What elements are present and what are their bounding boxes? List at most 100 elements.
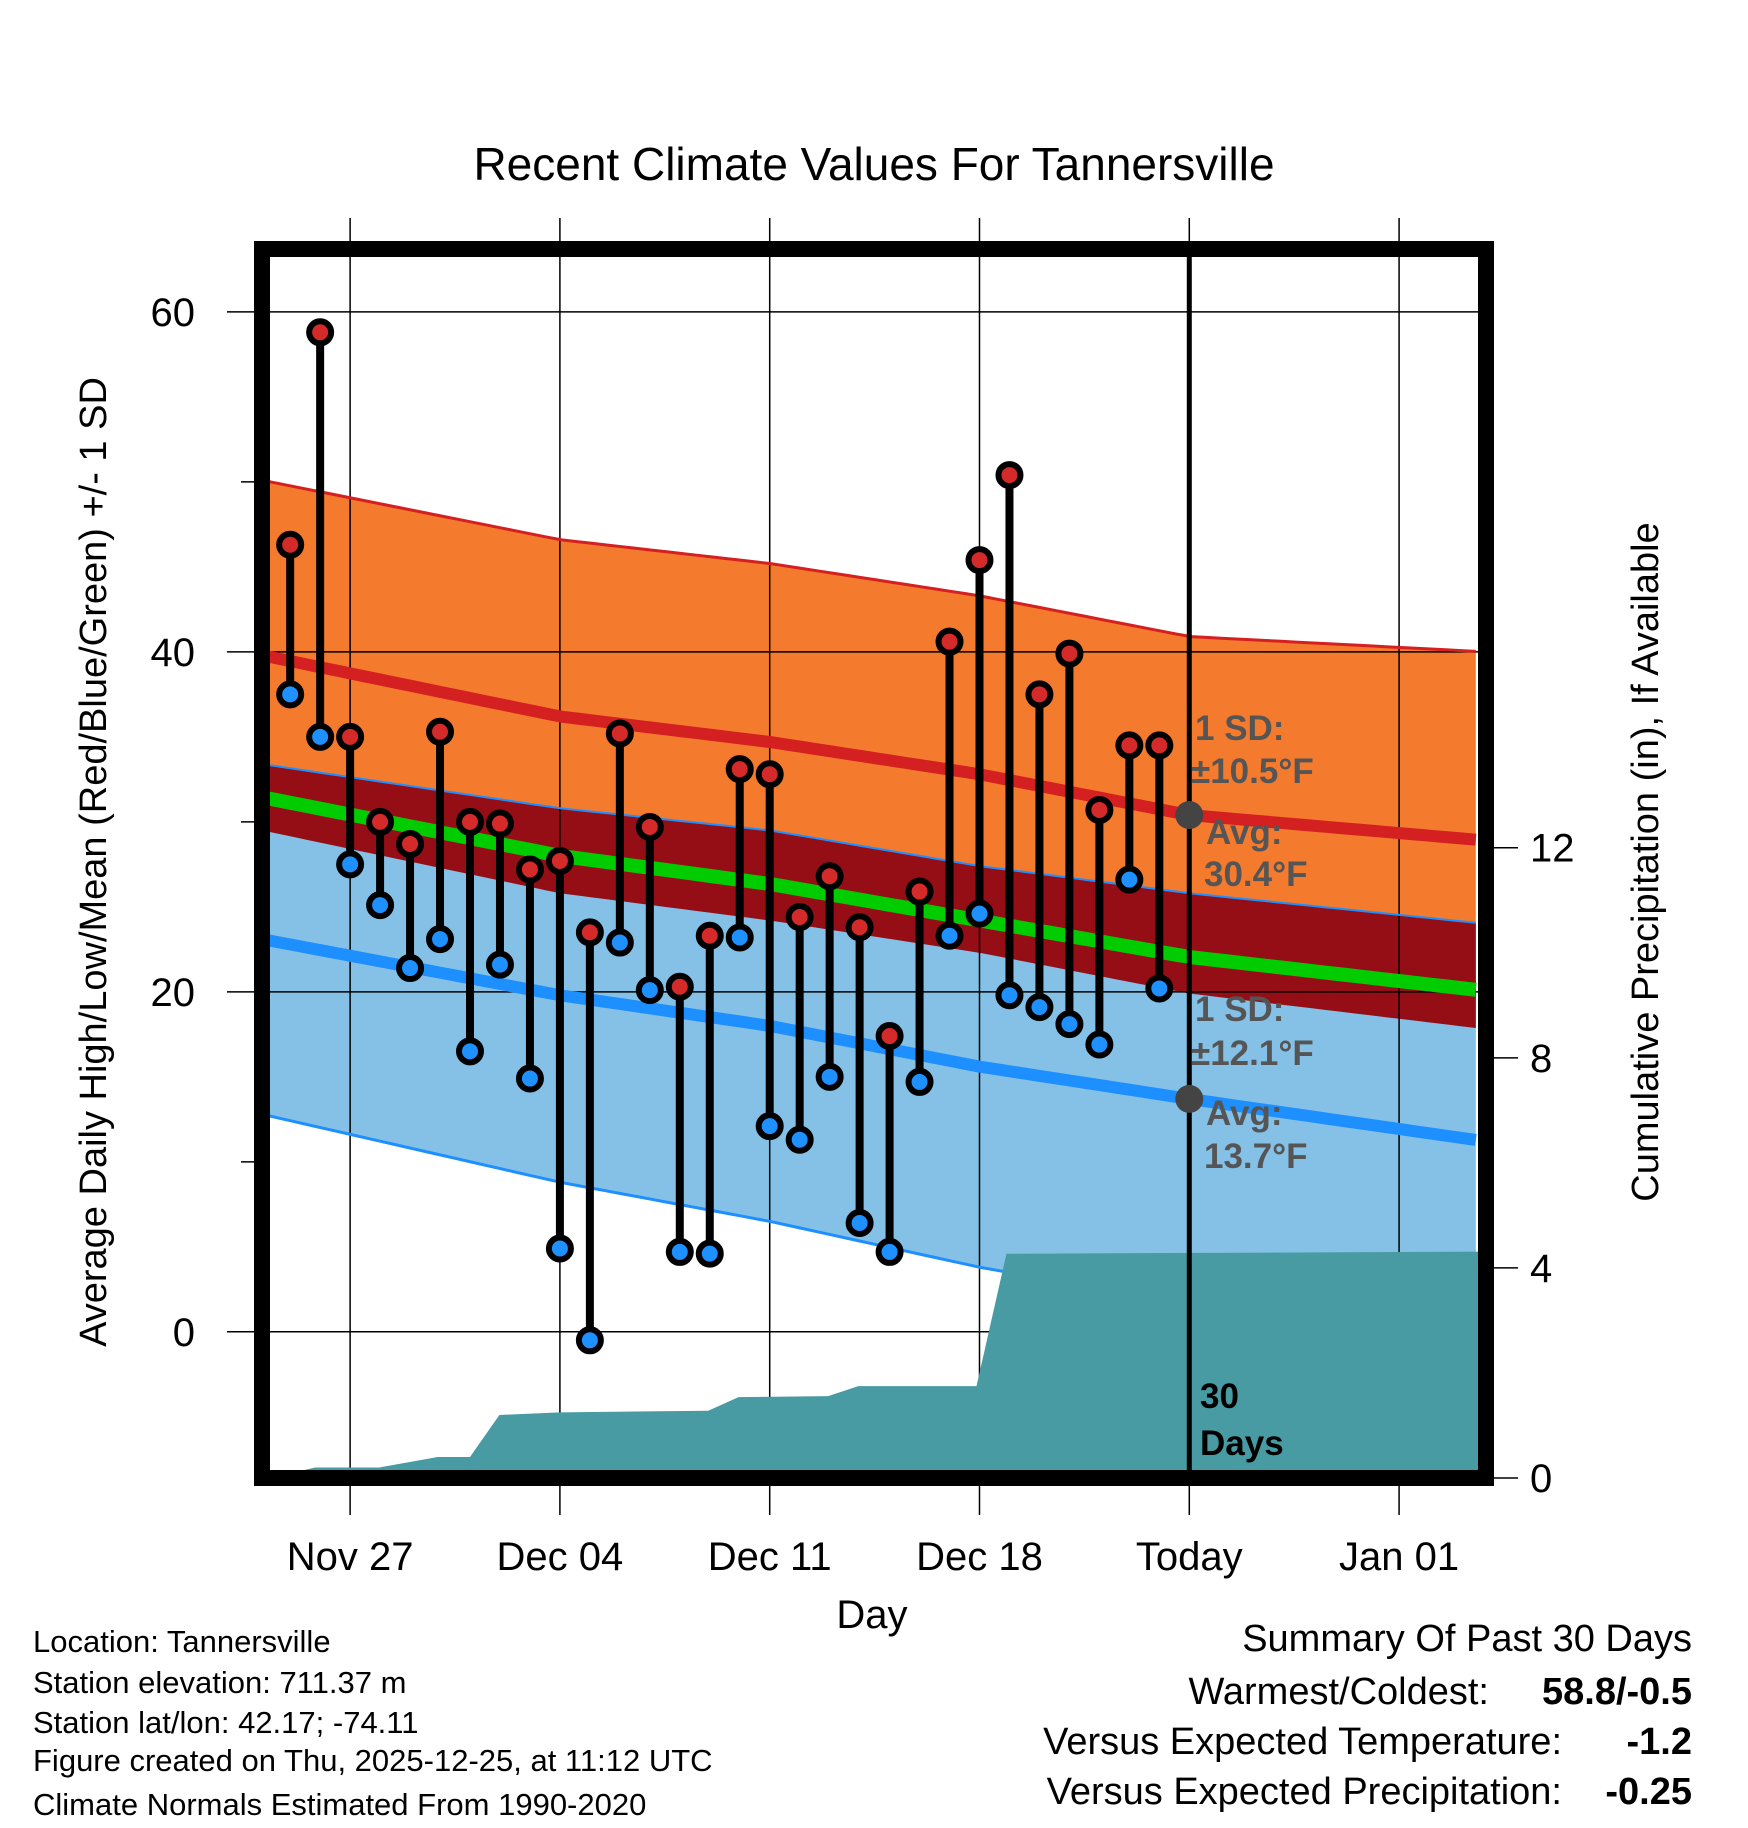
low-plus-sd-line	[262, 763, 1476, 924]
daily-high-point	[965, 546, 994, 575]
y-tick-label: 20	[151, 971, 196, 1015]
daily-high-point	[545, 846, 574, 875]
summary-title: Summary Of Past 30 Days	[1242, 1618, 1692, 1660]
daily-low-point	[276, 680, 305, 709]
elevation-text: Station elevation: 711.37 m	[33, 1665, 406, 1700]
daily-high-point	[875, 1022, 904, 1051]
y-right-tick-label: 4	[1530, 1247, 1552, 1291]
x-tick-label: Dec 11	[708, 1535, 832, 1579]
chart-title: Recent Climate Values For Tannersville	[473, 138, 1274, 190]
y-axis-right-label: Cumulative Precipitation (in), If Availa…	[1625, 522, 1667, 1201]
daily-low-point	[545, 1234, 574, 1263]
y-right-tick-label: 0	[1530, 1457, 1552, 1501]
x-tick-label: Nov 27	[287, 1535, 414, 1579]
low-avg-line	[262, 933, 1477, 1146]
warmest-label: Warmest/Coldest:	[1188, 1671, 1489, 1713]
normal-lines	[262, 478, 1477, 1359]
daily-low-point	[875, 1237, 904, 1266]
daily-high-point	[755, 760, 784, 789]
daily-low-point	[485, 950, 514, 979]
daily-low-point	[905, 1067, 934, 1096]
daily-high-point	[1115, 731, 1144, 760]
normals-text: Climate Normals Estimated From 1990-2020	[33, 1787, 646, 1822]
x-tick-label: Dec 18	[916, 1535, 1043, 1579]
daily-high-point	[635, 812, 664, 841]
daily-high-point	[1025, 680, 1054, 709]
daily-low-point	[366, 891, 395, 920]
daily-low-point	[455, 1037, 484, 1066]
daily-low-point	[755, 1112, 784, 1141]
mean-line	[262, 790, 1477, 997]
annotations: 1 SD: ±10.5°F Avg: 30.4°F 1 SD: ±12.1°F …	[1191, 709, 1314, 1463]
daily-low-point	[1025, 993, 1054, 1022]
daily-high-point	[366, 807, 395, 836]
today-line	[1175, 249, 1204, 1478]
daily-high-point	[935, 627, 964, 656]
daily-low-point	[605, 928, 634, 957]
daily-low-point	[1085, 1030, 1114, 1059]
summary: Summary Of Past 30 Days Warmest/Coldest:…	[1043, 1618, 1692, 1813]
y-right-tick-label: 12	[1530, 827, 1575, 871]
daily-low-point	[1115, 865, 1144, 894]
daily-high-point	[785, 903, 814, 932]
daily-high-point	[605, 719, 634, 748]
daily-low-point	[845, 1209, 874, 1238]
today-high-avg-dot	[1175, 801, 1204, 830]
daily-high-point	[396, 829, 425, 858]
window-days-unit: Days	[1200, 1424, 1284, 1463]
plot-frame	[254, 241, 1494, 1486]
high-sd-value: ±10.5°F	[1191, 752, 1314, 791]
daily-high-point	[306, 318, 335, 347]
latlon-text: Station lat/lon: 42.17; -74.11	[33, 1705, 418, 1740]
today-low-avg-dot	[1175, 1084, 1204, 1113]
x-tick-label: Dec 04	[497, 1535, 624, 1579]
daily-low-point	[635, 976, 664, 1005]
warmest-value: 58.8/-0.5	[1542, 1671, 1692, 1713]
x-axis-label: Day	[836, 1593, 907, 1637]
y-right-tick-label: 8	[1530, 1037, 1552, 1081]
station-info: Location: Tannersville Station elevation…	[33, 1624, 713, 1822]
precip-label: Versus Expected Precipitation:	[1047, 1771, 1562, 1813]
daily-high-point	[575, 918, 604, 947]
daily-low-point	[695, 1239, 724, 1268]
daily-high-point	[695, 921, 724, 950]
daily-values	[276, 318, 1174, 1355]
low-sd-value: ±12.1°F	[1191, 1034, 1314, 1073]
daily-high-point	[426, 717, 455, 746]
daily-low-point	[515, 1064, 544, 1093]
daily-low-point	[815, 1062, 844, 1091]
y-tick-label: 0	[173, 1311, 195, 1355]
daily-high-point	[905, 877, 934, 906]
y-tick-label: 60	[151, 291, 196, 335]
created-text: Figure created on Thu, 2025-12-25, at 11…	[33, 1743, 713, 1778]
daily-high-point	[815, 862, 844, 891]
daily-high-point	[1145, 731, 1174, 760]
location-text: Location: Tannersville	[33, 1624, 331, 1659]
daily-low-point	[785, 1125, 814, 1154]
daily-low-point	[1055, 1010, 1084, 1039]
plot-area	[262, 249, 1486, 1478]
daily-low-point	[995, 981, 1024, 1010]
daily-high-point	[336, 722, 365, 751]
low-avg-value: 13.7°F	[1204, 1137, 1308, 1176]
daily-high-point	[725, 755, 754, 784]
high-avg-value: 30.4°F	[1204, 855, 1308, 894]
window-days-number: 30	[1200, 1377, 1239, 1416]
temp-value: -1.2	[1627, 1721, 1692, 1763]
y-axis-label: Average Daily High/Low/Mean (Red/Blue/Gr…	[73, 377, 115, 1347]
high-plus-sd-line	[262, 478, 1476, 653]
daily-low-point	[725, 923, 754, 952]
daily-high-point	[485, 809, 514, 838]
y-tick-label: 40	[151, 631, 196, 675]
daily-high-point	[1085, 795, 1114, 824]
daily-low-point	[336, 850, 365, 879]
daily-high-point	[455, 807, 484, 836]
daily-high-point	[995, 461, 1024, 490]
daily-low-point	[1145, 974, 1174, 1003]
precip-area	[262, 1251, 1486, 1478]
high-avg-line	[262, 649, 1477, 846]
high-sd-label: 1 SD:	[1195, 709, 1284, 748]
daily-high-point	[1055, 639, 1084, 668]
low-avg-label: Avg:	[1206, 1094, 1282, 1133]
daily-low-point	[965, 899, 994, 928]
